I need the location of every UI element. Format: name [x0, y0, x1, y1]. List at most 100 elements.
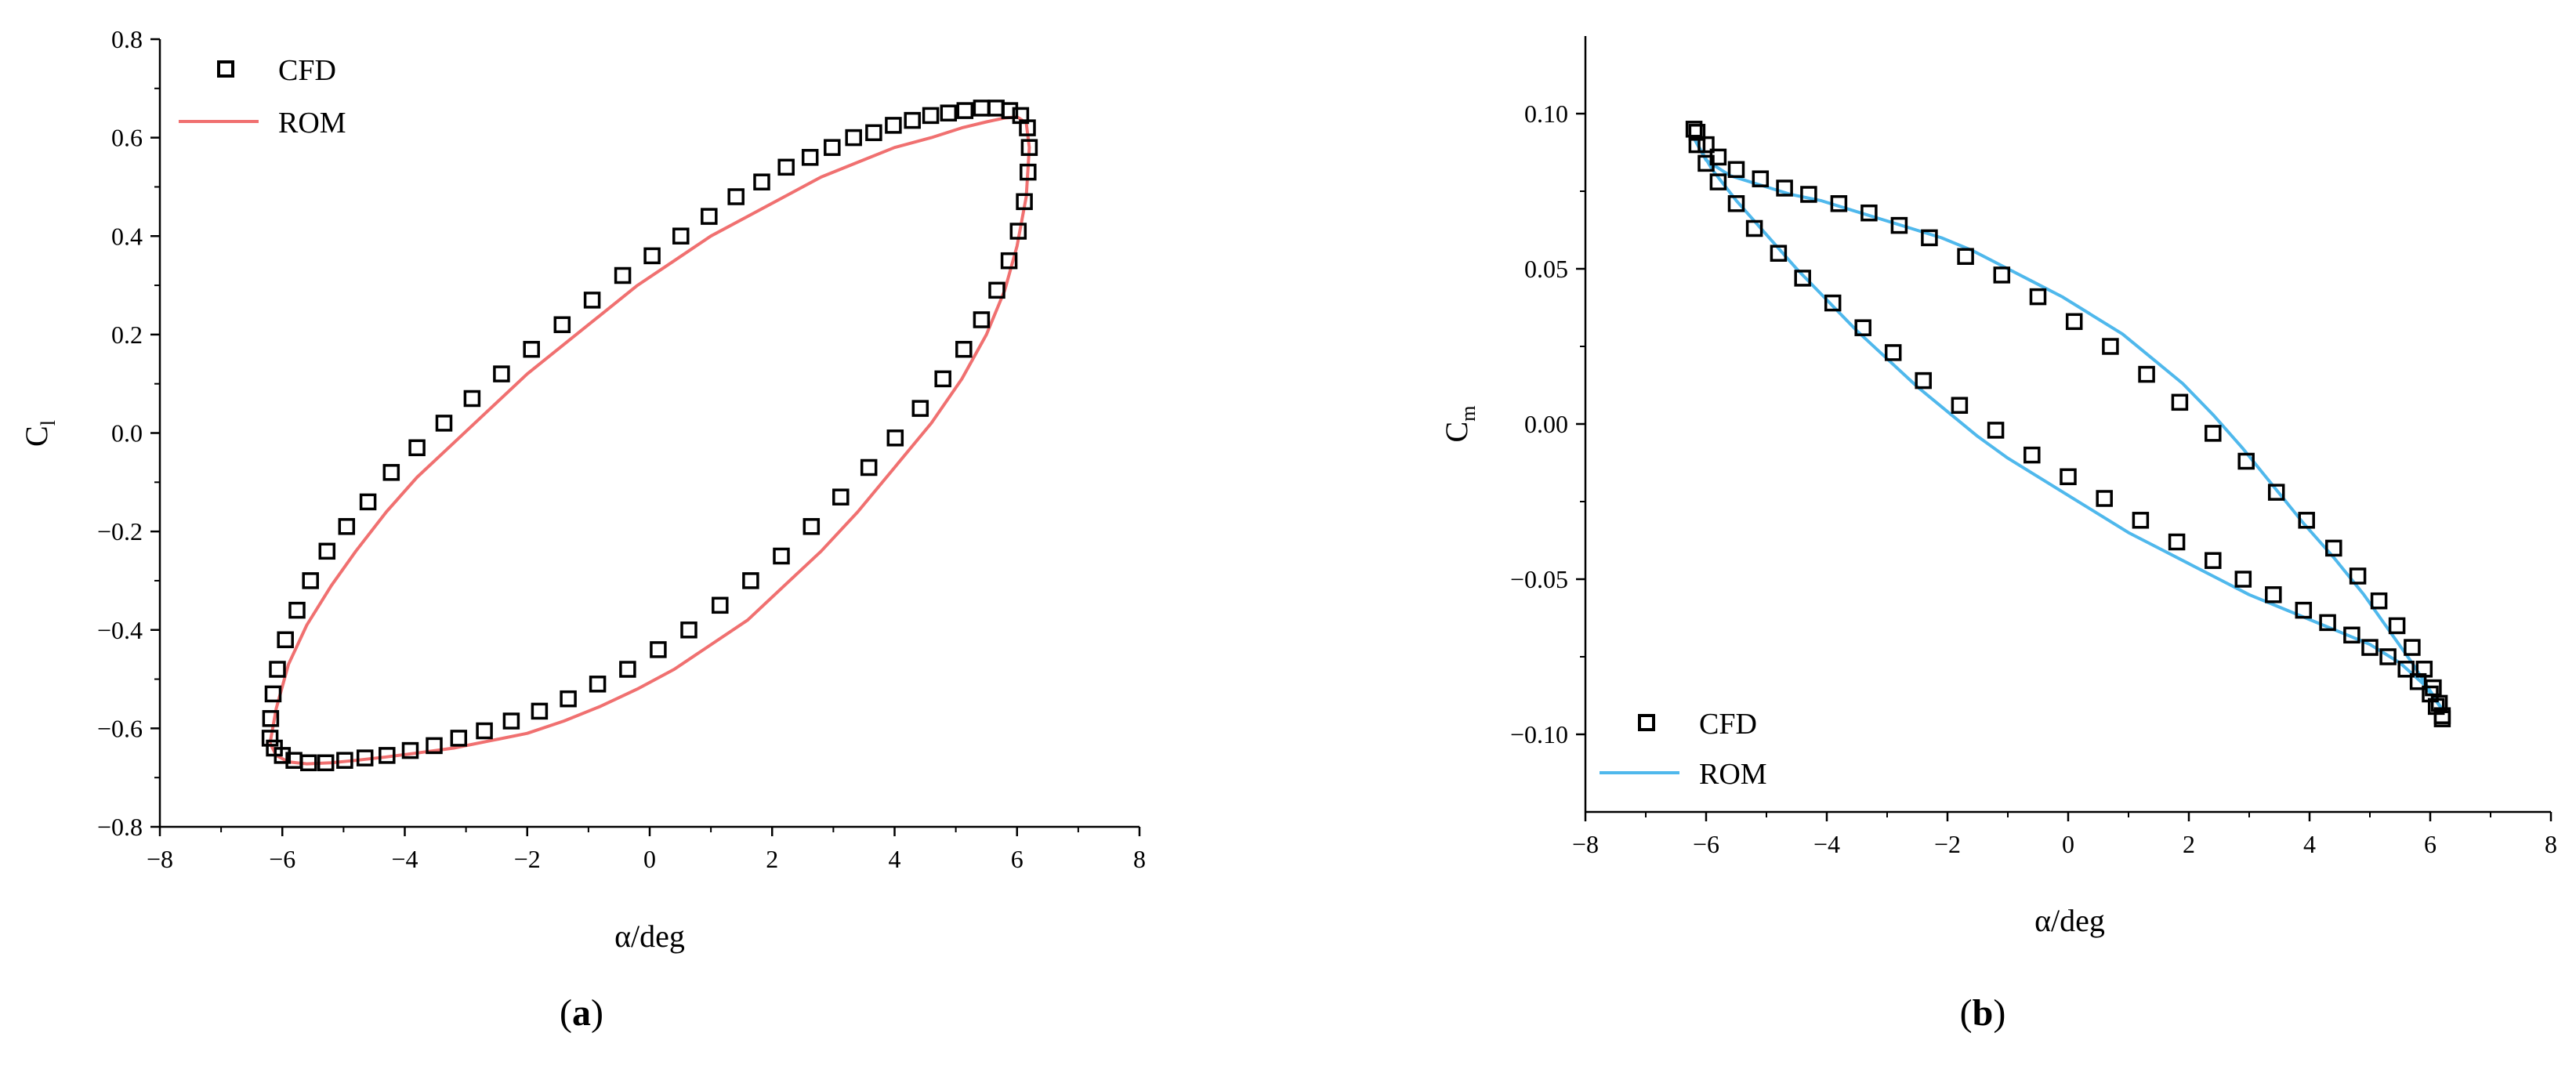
chart-a-cfd-point: [336, 752, 353, 769]
chart-b-cfd-point: [1709, 173, 1727, 190]
chart-a-cfd-point: [701, 208, 718, 225]
chart-b-cfd-point: [1824, 294, 1842, 312]
chart-a-cfd-point: [832, 488, 850, 506]
chart-b-cfd-point: [2404, 639, 2421, 656]
chart-a-cfd-point: [650, 641, 667, 658]
chart-b-cfd-point: [2023, 446, 2041, 464]
chart-b-legend-cfd-label: CFD: [1699, 708, 1757, 741]
chart-a-cfd-point: [643, 247, 661, 265]
chart-a-cfd-point: [435, 415, 453, 432]
chart-a-plot-area: [261, 100, 1038, 772]
chart-b-y-axis-title-main: C: [1439, 422, 1474, 443]
chart-a-cfd-point: [382, 464, 400, 481]
chart-a-cfd-point: [450, 730, 468, 747]
chart-b-y-axis-title-sub: m: [1457, 406, 1480, 422]
chart-b-x-tick-label: −2: [1934, 830, 1961, 858]
chart-a-cfd-point: [401, 741, 419, 759]
chart-a-cfd-point: [973, 311, 991, 328]
chart-a-cfd-point: [502, 712, 520, 730]
chart-b-cfd-point: [1951, 397, 1969, 414]
chart-b-cfd-point: [2397, 661, 2415, 678]
chart-a-cfd-point: [302, 572, 319, 589]
chart-a-x-ticks: −8 −6 −4 −2 0 2 4 6 8: [147, 827, 1146, 873]
chart-b-cfd-point: [1854, 319, 1871, 336]
chart-a-cfd-point: [1000, 252, 1018, 270]
chart-a-x-tick-label: 2: [766, 845, 778, 873]
chart-b-cfd-point: [2237, 452, 2255, 470]
chart-a-cfd-point: [886, 429, 904, 447]
chart-b-cfd-point: [2234, 571, 2252, 588]
chart-a-cfd-point: [269, 661, 286, 678]
chart-a-cfd-point: [777, 158, 795, 176]
chart-a-cfd-point: [1016, 193, 1033, 211]
chart-a-cfd-point: [264, 685, 282, 703]
chart-b-cfd-point: [2171, 393, 2189, 411]
chart-a-cfd-point: [408, 439, 426, 457]
chart-a-y-axis-title-sub: l: [37, 420, 60, 426]
chart-b-cfd-point: [1709, 148, 1727, 166]
chart-b-cfd-point: [1884, 344, 1902, 361]
chart-a-cfd-point: [680, 621, 697, 639]
chart-a-cfd-point: [1001, 102, 1019, 119]
chart-b-y-tick-label: 0.05: [1524, 255, 1568, 283]
chart-a-cfd-point: [614, 266, 632, 284]
chart-a-cfd-point: [773, 547, 790, 565]
chart-b-cfd-point: [2370, 592, 2388, 610]
chart-a-x-tick-label: −4: [391, 845, 418, 873]
chart-a-y-axis-title-main: C: [19, 426, 54, 447]
chart-b-x-tick-label: 0: [2062, 830, 2074, 858]
chart-b-cfd-point: [2343, 626, 2360, 644]
chart-a-cfd-point: [493, 365, 510, 382]
chart-a-cfd-point: [560, 690, 577, 708]
chart-a-x-tick-label: −8: [147, 845, 173, 873]
chart-b-cfd-point: [1776, 179, 1793, 197]
chart-a-cfd-point: [285, 752, 303, 769]
chart-a-cfd-point: [803, 518, 821, 535]
chart-b-cfd-point: [2102, 338, 2119, 355]
chart-a-y-ticks: −0.8 −0.6 −0.4 −0.2 0.0 0.2 0.4 0.6 0.8: [97, 25, 160, 841]
chart-a-x-tick-label: 8: [1133, 845, 1146, 873]
chart-b-x-tick-label: 4: [2303, 830, 2316, 858]
chart-a-y-tick-label: −0.6: [97, 714, 143, 742]
chart-a-legend-cfd-marker: [217, 60, 234, 78]
chart-a-cfd-point: [865, 124, 882, 142]
chart-b-cfd-point: [2065, 313, 2083, 331]
chart-b-x-tick-label: 8: [2545, 830, 2557, 858]
chart-a-x-axis-title: α/deg: [614, 919, 685, 954]
chart-b-cfd-point: [1727, 195, 1745, 212]
chart-b-cfd-point: [1727, 161, 1745, 179]
chart-b-y-tick-label: 0.00: [1524, 410, 1568, 438]
chart-a-cfd-point: [318, 542, 336, 560]
chart-a-cfd-point: [911, 400, 929, 417]
chart-b-cfd-point: [2430, 694, 2448, 712]
chart-a-y-axis-title: Cl: [19, 420, 60, 447]
chart-b-y-tick-label: −0.10: [1510, 720, 1568, 748]
chart-a-x-tick-label: −6: [269, 845, 295, 873]
chart-b-x-tick-label: −6: [1693, 830, 1719, 858]
chart-a-cfd-point: [860, 458, 878, 477]
chart-b-legend: CFD ROM: [1600, 708, 1767, 791]
chart-b-cfd-point: [1745, 219, 1763, 237]
chart-b-cfd-point: [2029, 288, 2047, 306]
chart-b-cfd-point: [1688, 136, 1706, 154]
chart-a-cfd-point: [885, 117, 902, 134]
panel-b-caption: (b): [1960, 992, 2006, 1034]
chart-a-cfd-point: [261, 730, 279, 747]
chart-a-x-tick-label: 6: [1011, 845, 1024, 873]
chart-a-cfd-point: [712, 596, 729, 614]
chart-b-cfd-point: [1800, 186, 1817, 203]
chart-b-cfd-point: [1688, 124, 1706, 141]
chart-a-cfd-point: [1019, 119, 1036, 136]
chart-a-cfd-point: [553, 316, 571, 334]
chart-a-cfd-point: [589, 676, 607, 693]
chart-a-cfd-point: [359, 493, 377, 511]
chart-a-cfd-point: [583, 292, 601, 309]
panel-a-caption-letter: a: [572, 992, 591, 1034]
chart-a-cfd-point: [262, 710, 280, 727]
chart-b-cfd-point: [1957, 248, 1974, 265]
chart-b-cfd-point: [1770, 245, 1788, 262]
chart-a-x-tick-label: −2: [514, 845, 541, 873]
chart-b-cfd-point: [2433, 710, 2451, 727]
chart-b-cfd-point: [1830, 195, 1848, 212]
chart-a-cfd-point: [672, 227, 690, 245]
